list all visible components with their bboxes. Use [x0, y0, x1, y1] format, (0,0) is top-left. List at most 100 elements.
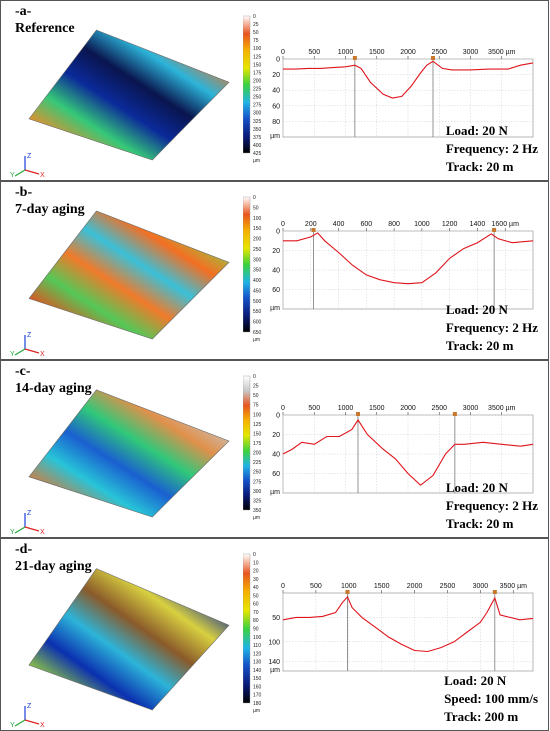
colorbar-tick-label: 250 [253, 470, 262, 476]
test-parameter: Load: 20 N [444, 673, 507, 688]
colorbar-tick-label: 0 [253, 14, 256, 20]
test-parameter: Track: 20 m [445, 159, 514, 174]
colorbar-tick-label: 75 [253, 403, 259, 409]
x-tick-label: 200 [305, 221, 317, 228]
x-tick-label: 3500 µm [488, 49, 516, 56]
panel-d: -d- 21-day aging Z Y X 0 10 20 30 40 50 60 70 80 90 100… [0, 538, 549, 731]
colorbar-tick-label: 140 [253, 668, 262, 674]
colorbar-tick-label: 100 [253, 46, 262, 52]
cursor-marker [452, 412, 457, 416]
colorbar-tick-label: 400 [253, 278, 262, 284]
colorbar-tick-label: 125 [253, 422, 262, 428]
profile-chart: 0 500 1000 1500 2000 2500 3000 3500 µm 0 20 40 60 µm [270, 405, 534, 496]
x-tick-label: 1600 µm [492, 221, 520, 228]
colorbar: 0 50 100 150 200 250 300 350 400 450 500 550 600 650µ… [243, 195, 262, 343]
surface-plane [28, 389, 230, 518]
panel-name: Reference [15, 21, 75, 36]
colorbar-gradient [243, 375, 251, 511]
colorbar-tick-label: 300 [253, 257, 262, 263]
colorbar-tick-label: 350 [253, 508, 262, 514]
colorbar-tick-label: 150 [253, 431, 262, 437]
colorbar-tick-label: 90 [253, 627, 259, 633]
colorbar-tick-label: 125 [253, 54, 262, 60]
axis-triad-icon: Z Y X [10, 332, 45, 357]
colorbar-tick-label: 160 [253, 684, 262, 690]
panel-label: -b- [15, 185, 33, 200]
axis-z-label: Z [27, 153, 32, 160]
x-tick-label: 500 [310, 583, 322, 590]
colorbar-tick-label: 375 [253, 135, 262, 141]
colorbar-tick-label: 50 [253, 393, 259, 399]
cursor-marker [311, 228, 316, 232]
panel-label: -a- [15, 4, 32, 19]
y-tick-label: 100 [268, 639, 280, 646]
surface-3d-map [28, 29, 230, 161]
surface-3d-map [28, 210, 230, 340]
x-tick-label: 600 [360, 221, 372, 228]
axis-z-label: Z [27, 332, 32, 339]
y-tick-label: 20 [272, 248, 280, 255]
cursor-marker [492, 228, 497, 232]
colorbar-tick-label: 10 [253, 560, 259, 566]
colorbar-tick-label: 350 [253, 127, 262, 133]
x-tick-label: 500 [308, 49, 320, 56]
y-tick-label: 20 [272, 72, 280, 79]
y-tick-label: 0 [276, 57, 280, 64]
colorbar-tick-label: 50 [253, 30, 259, 36]
x-tick-label: 1000 [414, 221, 430, 228]
colorbar-tick-label: 350 [253, 268, 262, 274]
profile-line [282, 418, 534, 486]
y-tick-label: 40 [272, 268, 280, 275]
colorbar-tick-label: 225 [253, 460, 262, 466]
test-parameters: Load: 20 N Frequency: 2 Hz Track: 20 m [446, 122, 538, 176]
colorbar-tick-label: 120 [253, 651, 262, 657]
x-tick-label: 1200 [442, 221, 458, 228]
x-tick-label: 1400 [470, 221, 486, 228]
colorbar-tick-label: 200 [253, 78, 262, 84]
colorbar-tick-label: 450 [253, 288, 262, 294]
x-tick-label: 1500 [374, 583, 390, 590]
y-tick-label: 60 [272, 103, 280, 110]
test-parameters: Load: 20 N Frequency: 2 Hz Track: 20 m [446, 301, 538, 355]
y-unit-label: µm [270, 133, 280, 140]
x-tick-label: 1500 [369, 49, 385, 56]
test-parameters: Load: 20 N Speed: 100 mm/s Track: 200 m [444, 672, 538, 726]
axis-y-label: Y [10, 351, 15, 357]
colorbar-tick-label: 200 [253, 451, 262, 457]
colorbar: 0 25 50 75 100 125 150 175 200 225 250 275 300 325 350… [243, 374, 262, 521]
colorbar-tick-label: 130 [253, 660, 262, 666]
panel-label: -c- [15, 364, 31, 379]
cursor-marker [345, 590, 350, 594]
x-tick-label: 1000 [338, 49, 354, 56]
profile-chart: 0 500 1000 1500 2000 2500 3000 3500 µm 50 100 140µ… [268, 583, 534, 674]
x-tick-label: 3000 [473, 583, 489, 590]
plot-area [282, 592, 534, 672]
test-parameter: Load: 20 N [445, 302, 508, 317]
x-tick-label: 2500 [440, 583, 456, 590]
profile-line [283, 60, 534, 99]
test-parameter: Speed: 100 mm/s [444, 691, 538, 706]
colorbar-unit: µm [253, 515, 260, 521]
axis-z-label: Z [27, 703, 32, 710]
colorbar-tick-label: 325 [253, 119, 262, 125]
colorbar-tick-label: 80 [253, 618, 259, 624]
colorbar-tick-label: 30 [253, 577, 259, 583]
colorbar-tick-label: 225 [253, 87, 262, 93]
surface-plane [28, 210, 230, 340]
y-tick-label: 140 [268, 659, 280, 666]
cursor-marker [356, 412, 360, 416]
y-tick-label: 40 [272, 452, 280, 459]
colorbar-tick-label: 150 [253, 62, 262, 68]
panel-b: -b- 7-day aging Z Y X 0 50 100 150 200 250 300 350 40… [0, 181, 549, 360]
x-tick-label: 2000 [400, 49, 416, 56]
axis-z-label: Z [27, 510, 32, 517]
test-parameters: Load: 20 N Frequency: 2 Hz Track: 20 m [446, 479, 538, 533]
axis-x-label: X [40, 722, 45, 728]
x-tick-label: 1000 [341, 583, 357, 590]
colorbar-tick-label: 170 [253, 693, 262, 699]
colorbar-tick-label: 275 [253, 103, 262, 109]
y-unit-label: µm [270, 305, 280, 312]
colorbar-tick-label: 100 [253, 216, 262, 222]
x-tick-label: 3500 µm [500, 583, 528, 590]
